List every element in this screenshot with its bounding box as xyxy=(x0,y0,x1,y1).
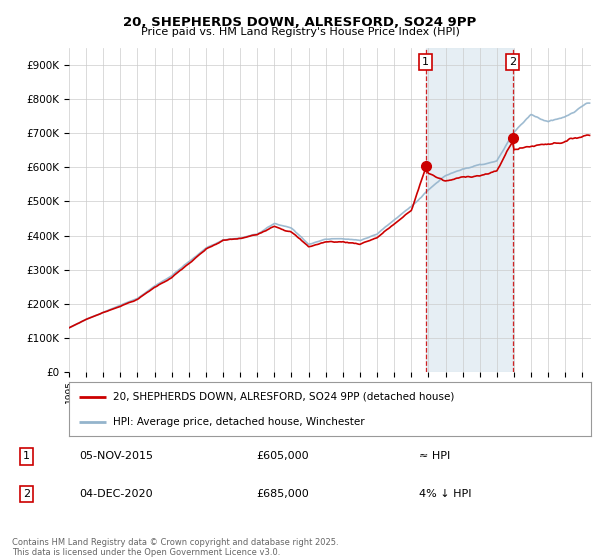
Text: 20, SHEPHERDS DOWN, ALRESFORD, SO24 9PP: 20, SHEPHERDS DOWN, ALRESFORD, SO24 9PP xyxy=(124,16,476,29)
Text: 2: 2 xyxy=(509,57,516,67)
Text: £685,000: £685,000 xyxy=(256,489,309,499)
Text: 04-DEC-2020: 04-DEC-2020 xyxy=(79,489,152,499)
Text: 05-NOV-2015: 05-NOV-2015 xyxy=(79,451,153,461)
Text: 2: 2 xyxy=(23,489,30,499)
Text: HPI: Average price, detached house, Winchester: HPI: Average price, detached house, Winc… xyxy=(113,417,365,427)
Text: 1: 1 xyxy=(23,451,30,461)
Text: £605,000: £605,000 xyxy=(256,451,309,461)
Text: 20, SHEPHERDS DOWN, ALRESFORD, SO24 9PP (detached house): 20, SHEPHERDS DOWN, ALRESFORD, SO24 9PP … xyxy=(113,392,455,402)
Text: 4% ↓ HPI: 4% ↓ HPI xyxy=(419,489,472,499)
Text: 1: 1 xyxy=(422,57,429,67)
Text: ≈ HPI: ≈ HPI xyxy=(419,451,451,461)
Text: Price paid vs. HM Land Registry's House Price Index (HPI): Price paid vs. HM Land Registry's House … xyxy=(140,27,460,37)
Text: Contains HM Land Registry data © Crown copyright and database right 2025.
This d: Contains HM Land Registry data © Crown c… xyxy=(12,538,338,557)
Bar xyxy=(425,48,512,372)
